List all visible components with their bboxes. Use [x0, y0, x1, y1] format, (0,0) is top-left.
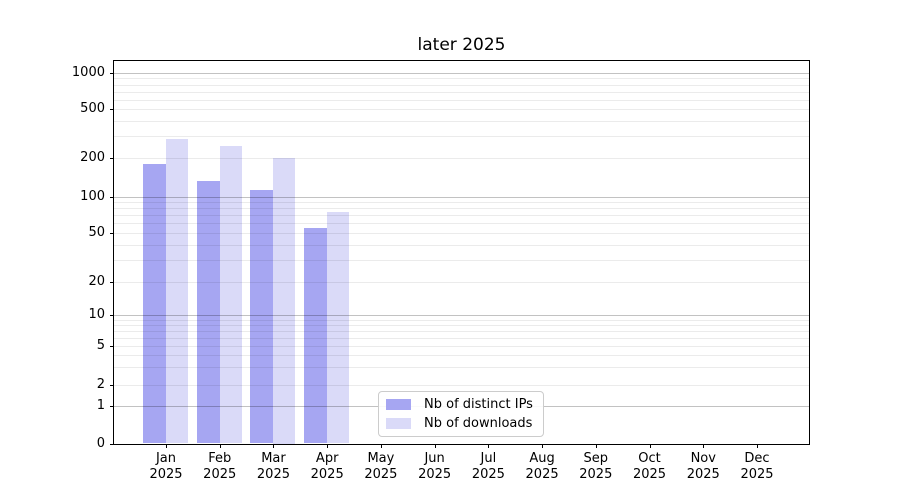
x-tick-label: Aug 2025 [525, 450, 559, 483]
minor-gridline [114, 202, 809, 204]
minor-gridline [114, 337, 809, 339]
x-tick-label: Dec 2025 [740, 450, 774, 483]
legend-item-distinct-ips: Nb of distinct IPs [386, 397, 536, 412]
y-tick-label: 50 [88, 225, 105, 240]
x-tick [219, 444, 221, 448]
y-tick [109, 384, 113, 386]
major-gridline [114, 315, 809, 316]
minor-gridline [114, 158, 809, 159]
x-tick-label: Mar 2025 [256, 450, 290, 483]
minor-gridline [114, 260, 809, 262]
minor-gridline [114, 346, 809, 347]
y-tick [109, 196, 113, 198]
y-tick [109, 406, 113, 407]
x-tick [542, 444, 544, 448]
legend-swatch-distinct-ips-icon [386, 398, 411, 410]
x-tick [166, 444, 167, 448]
x-tick [273, 444, 275, 448]
x-tick-label: May 2025 [364, 450, 398, 483]
y-tick-label: 200 [80, 150, 105, 165]
bar-distinct-ips-feb [196, 180, 220, 444]
x-tick [595, 444, 597, 448]
legend-item-downloads: Nb of downloads [386, 416, 536, 431]
plot-frame [113, 60, 810, 445]
x-tick [649, 444, 651, 448]
bar-downloads-apr [327, 211, 350, 444]
legend-swatch-downloads-icon [386, 418, 411, 430]
bar-downloads-feb [219, 146, 242, 444]
y-tick [109, 73, 113, 74]
major-gridline [114, 73, 809, 74]
x-tick [488, 444, 490, 448]
x-tick [327, 444, 329, 448]
y-tick-label: 2 [96, 376, 105, 392]
x-tick-label: Jan 2025 [149, 450, 183, 483]
x-tick-label: Sep 2025 [579, 450, 613, 483]
y-tick-label: 0 [96, 435, 105, 451]
minor-gridline [114, 136, 809, 138]
x-tick-label: Apr 2025 [310, 450, 344, 483]
bar-distinct-ips-apr [304, 227, 328, 444]
minor-gridline [114, 120, 809, 122]
legend-label-downloads: Nb of downloads [424, 416, 533, 432]
x-tick [703, 444, 705, 448]
minor-gridline [114, 282, 809, 283]
x-tick [380, 444, 382, 448]
x-tick [434, 444, 436, 448]
minor-gridline [114, 233, 809, 234]
y-tick-label: 500 [80, 101, 105, 116]
legend: Nb of distinct IPs Nb of downloads [378, 391, 544, 437]
bar-distinct-ips-jan [143, 163, 166, 444]
bar-distinct-ips-mar [250, 190, 274, 444]
y-tick [109, 282, 113, 283]
y-tick [109, 315, 113, 316]
y-tick-label: 100 [80, 188, 105, 204]
minor-gridline [114, 215, 809, 217]
minor-gridline [114, 330, 809, 332]
y-tick-label: 5 [96, 338, 105, 353]
minor-gridline [114, 99, 809, 101]
x-tick-label: Jun 2025 [418, 450, 452, 483]
minor-gridline [114, 384, 809, 386]
y-tick [109, 346, 113, 347]
minor-gridline [114, 78, 809, 80]
minor-gridline [114, 84, 809, 86]
bar-downloads-mar [273, 158, 296, 444]
minor-gridline [114, 319, 809, 321]
y-tick [109, 443, 113, 445]
minor-gridline [114, 367, 809, 369]
y-tick-label: 1000 [71, 65, 105, 80]
legend-label-distinct-ips: Nb of distinct IPs [424, 396, 533, 412]
bar-downloads-jan [166, 139, 188, 444]
minor-gridline [114, 208, 809, 210]
minor-gridline [114, 355, 809, 357]
minor-gridline [114, 324, 809, 326]
x-tick-label: Oct 2025 [632, 450, 667, 483]
chart-title: later 2025 [417, 35, 506, 55]
minor-gridline [114, 223, 809, 225]
x-tick-label: Feb 2025 [203, 450, 237, 483]
y-tick [109, 158, 113, 159]
x-tick-label: Jul 2025 [471, 450, 505, 483]
minor-gridline [114, 244, 809, 246]
minor-gridline [114, 109, 809, 110]
y-tick-label: 10 [88, 307, 105, 322]
x-tick-label: Nov 2025 [686, 450, 720, 483]
y-tick [109, 233, 113, 234]
y-tick-label: 1 [96, 398, 105, 413]
minor-gridline [114, 91, 809, 93]
x-tick [756, 444, 758, 448]
major-gridline [114, 196, 809, 198]
y-tick [109, 109, 113, 110]
y-tick-label: 20 [88, 274, 105, 289]
